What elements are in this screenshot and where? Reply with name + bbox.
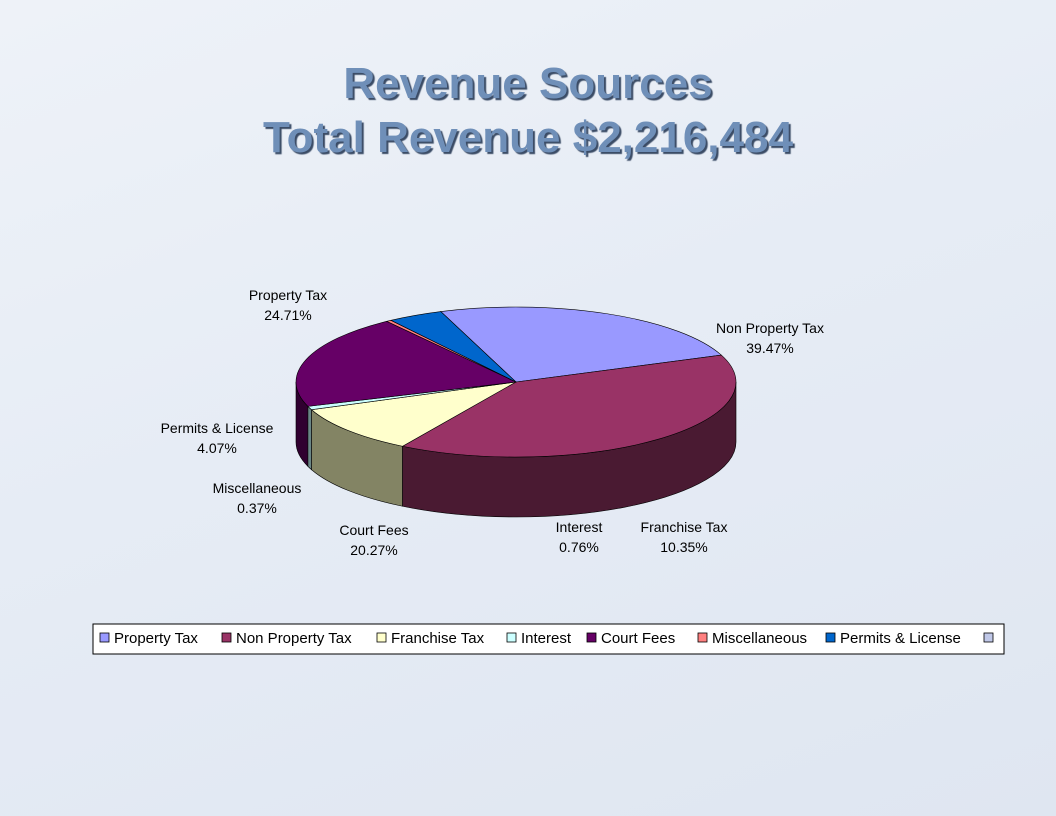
- slice-value-court-fees: 20.27%: [350, 542, 397, 558]
- legend-swatch-empty: [983, 632, 994, 643]
- slice-label-permits-license: Permits & License: [161, 420, 274, 436]
- legend-label-property-tax: Property Tax: [114, 630, 198, 647]
- slice-label-miscellaneous: Miscellaneous: [213, 480, 302, 496]
- slice-value-non-property-tax: 39.47%: [746, 340, 793, 356]
- pie-slice-court-fees: [295, 320, 518, 407]
- pie-tops: [295, 306, 737, 458]
- legend-label-interest: Interest: [521, 630, 572, 647]
- legend-swatch-miscellaneous: [697, 632, 708, 643]
- chart-legend: Property Tax Non Property Tax Franchise Ta…: [92, 623, 1005, 655]
- slice-label-property-tax: Property Tax: [249, 287, 327, 303]
- slide-title-line2: Total Revenue $2,216,484: [263, 113, 793, 162]
- legend-swatch-court-fees: [586, 632, 597, 643]
- pie-slice-non-property-tax: [401, 354, 737, 458]
- pie-side-interest: [307, 405, 312, 471]
- slice-label-court-fees: Court Fees: [339, 522, 408, 538]
- legend-box: [92, 623, 1005, 655]
- legend-label-non-property-tax: Non Property Tax: [236, 630, 352, 647]
- legend-swatch-property-tax: [99, 632, 110, 643]
- slice-value-property-tax: 24.71%: [264, 307, 311, 323]
- legend-swatch-franchise-tax: [376, 632, 387, 643]
- pie-labels: Property Tax 24.71% Non Property Tax 39.47%…: [161, 287, 824, 558]
- legend-label-court-fees: Court Fees: [601, 630, 675, 647]
- slice-value-permits-license: 4.07%: [197, 440, 237, 456]
- pie-slice-permits-license: [390, 311, 517, 383]
- legend-swatch-non-property-tax: [221, 632, 232, 643]
- legend-label-franchise-tax: Franchise Tax: [391, 630, 485, 647]
- legend-label-miscellaneous: Miscellaneous: [712, 630, 807, 647]
- pie-slice-franchise-tax: [310, 381, 517, 447]
- slice-label-franchise-tax: Franchise Tax: [641, 519, 728, 535]
- legend-swatch-interest: [506, 632, 517, 643]
- pie-slice-property-tax: [440, 306, 723, 383]
- slice-value-miscellaneous: 0.37%: [237, 500, 277, 516]
- slice-label-interest: Interest: [556, 519, 603, 535]
- slice-value-interest: 0.76%: [559, 539, 599, 555]
- legend-label-permits-license: Permits & License: [840, 630, 961, 647]
- slice-value-franchise-tax: 10.35%: [660, 539, 707, 555]
- slice-label-non-property-tax: Non Property Tax: [716, 320, 824, 336]
- legend-swatch-permits-license: [825, 632, 836, 643]
- slide-title-line1: Revenue Sources: [343, 59, 713, 108]
